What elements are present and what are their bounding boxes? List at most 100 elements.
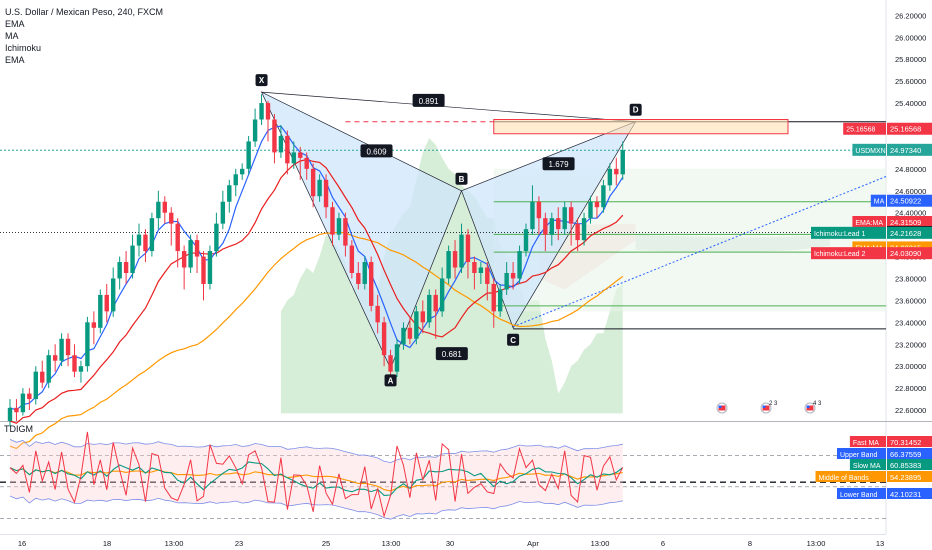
y-tick-label: 25.80000: [895, 55, 926, 64]
candle-body: [562, 207, 567, 230]
flag-stripe: [718, 405, 726, 411]
price-label-name: Ichimoku:Lead 1: [814, 231, 865, 238]
candle-body: [356, 272, 361, 284]
osc-label-value: 60.85383: [890, 461, 921, 470]
y-tick-label: 23.80000: [895, 274, 926, 283]
price-label-name-box: [852, 216, 886, 229]
candle-body: [98, 294, 103, 328]
flag-canton: [718, 405, 722, 408]
y-tick-label: 23.40000: [895, 318, 926, 327]
candle-body: [130, 245, 135, 273]
price-label-value-box: [887, 194, 932, 207]
legend-ema-2[interactable]: EMA: [5, 55, 25, 65]
x-tick-label: 13:00: [591, 539, 610, 548]
candle-body: [304, 157, 309, 169]
candle-body: [439, 278, 445, 312]
candle-body: [543, 218, 548, 235]
price-label-name-box: [811, 226, 886, 239]
candle-body: [323, 179, 329, 208]
pattern-point-box: [255, 74, 268, 87]
osc-label-value: 54.23895: [890, 473, 921, 482]
candle-body: [536, 201, 542, 219]
flag-canton: [806, 405, 810, 408]
ratio-label-box: [360, 144, 393, 158]
target-zone-box: [493, 119, 789, 135]
harmonic-xd-line: [261, 91, 636, 123]
candle-body: [65, 338, 71, 356]
legend-ma[interactable]: MA: [5, 31, 19, 41]
candle-body: [485, 267, 490, 284]
candle-body: [414, 311, 419, 339]
ratio-label: 0.891: [419, 97, 440, 106]
candle-body: [265, 103, 271, 120]
y-tick-label: 24.80000: [895, 165, 926, 174]
price-label-name: EMA:MA: [855, 220, 883, 227]
osc-band-fill: [10, 439, 623, 520]
pattern-point-box: [507, 333, 520, 346]
candle-body: [20, 393, 26, 413]
x-tick-label: 18: [103, 539, 111, 548]
x-tick-label: 13: [876, 539, 884, 548]
candle-body: [7, 407, 13, 421]
candle-body: [207, 251, 213, 284]
candle-body: [169, 212, 174, 224]
candle-body: [620, 150, 625, 175]
osc-label-name-box: [849, 436, 886, 447]
x-tick-label: 8: [748, 539, 752, 548]
event-label: 2 3: [769, 401, 778, 407]
osc-lower-band: [9, 495, 623, 520]
legend-ema-1[interactable]: EMA: [5, 19, 25, 29]
pattern-point-box: [629, 103, 642, 116]
osc-label-value-box: [887, 471, 932, 482]
osc-label-value: 42.10231: [890, 490, 921, 499]
candle-body: [491, 283, 496, 312]
price-label-value-box: [887, 143, 932, 156]
ratio-label-box: [435, 347, 468, 361]
candle-body: [549, 218, 554, 235]
x-tick-label: 16: [18, 539, 26, 548]
candle-body: [349, 245, 355, 273]
ratio-label: 0.609: [367, 147, 388, 156]
osc-label-value-box: [887, 488, 932, 499]
flag-canton: [762, 405, 766, 408]
price-label-value-box: [887, 247, 932, 260]
y-tick-label: 23.00000: [895, 362, 926, 371]
candle-body: [601, 185, 606, 208]
price-label-value-box: [887, 122, 932, 135]
osc-middle-band: [9, 467, 623, 492]
trend-line: [512, 176, 887, 328]
candle-body: [143, 234, 148, 252]
ratio-label-box: [412, 93, 445, 107]
y-tick-label: 24.60000: [895, 187, 926, 196]
candle-body: [123, 262, 129, 273]
candle-body: [401, 327, 406, 345]
candle-body: [27, 393, 32, 400]
candle-body: [72, 355, 77, 372]
candle-body: [104, 294, 109, 312]
osc-fast-ma: [9, 431, 624, 518]
pattern-point-label: A: [388, 376, 394, 385]
y-tick-label: 25.60000: [895, 77, 926, 86]
osc-label-value-box: [887, 448, 932, 459]
candle-body: [362, 262, 367, 284]
osc-label-name-box: [837, 448, 886, 459]
price-label-value: 24.03090: [890, 249, 921, 258]
candle-body: [78, 366, 84, 372]
candle-body: [14, 407, 19, 413]
pattern-point-label: B: [459, 175, 465, 184]
osc-label-value: 66.37559: [890, 450, 921, 459]
candle-body: [498, 289, 503, 312]
ratio-label: 0.681: [442, 350, 463, 359]
x-tick-label: 30: [446, 539, 454, 548]
candle-body: [259, 103, 264, 120]
candle-body: [175, 223, 180, 252]
osc-label-value: 70.31452: [890, 438, 921, 447]
candle-body: [111, 278, 116, 312]
legend-ichimoku[interactable]: Ichimoku: [5, 43, 42, 53]
candle-body: [343, 218, 348, 246]
candle-body: [568, 207, 574, 224]
candle-body: [330, 207, 335, 235]
candle-body: [52, 355, 58, 361]
price-label-name-box: [870, 194, 886, 207]
